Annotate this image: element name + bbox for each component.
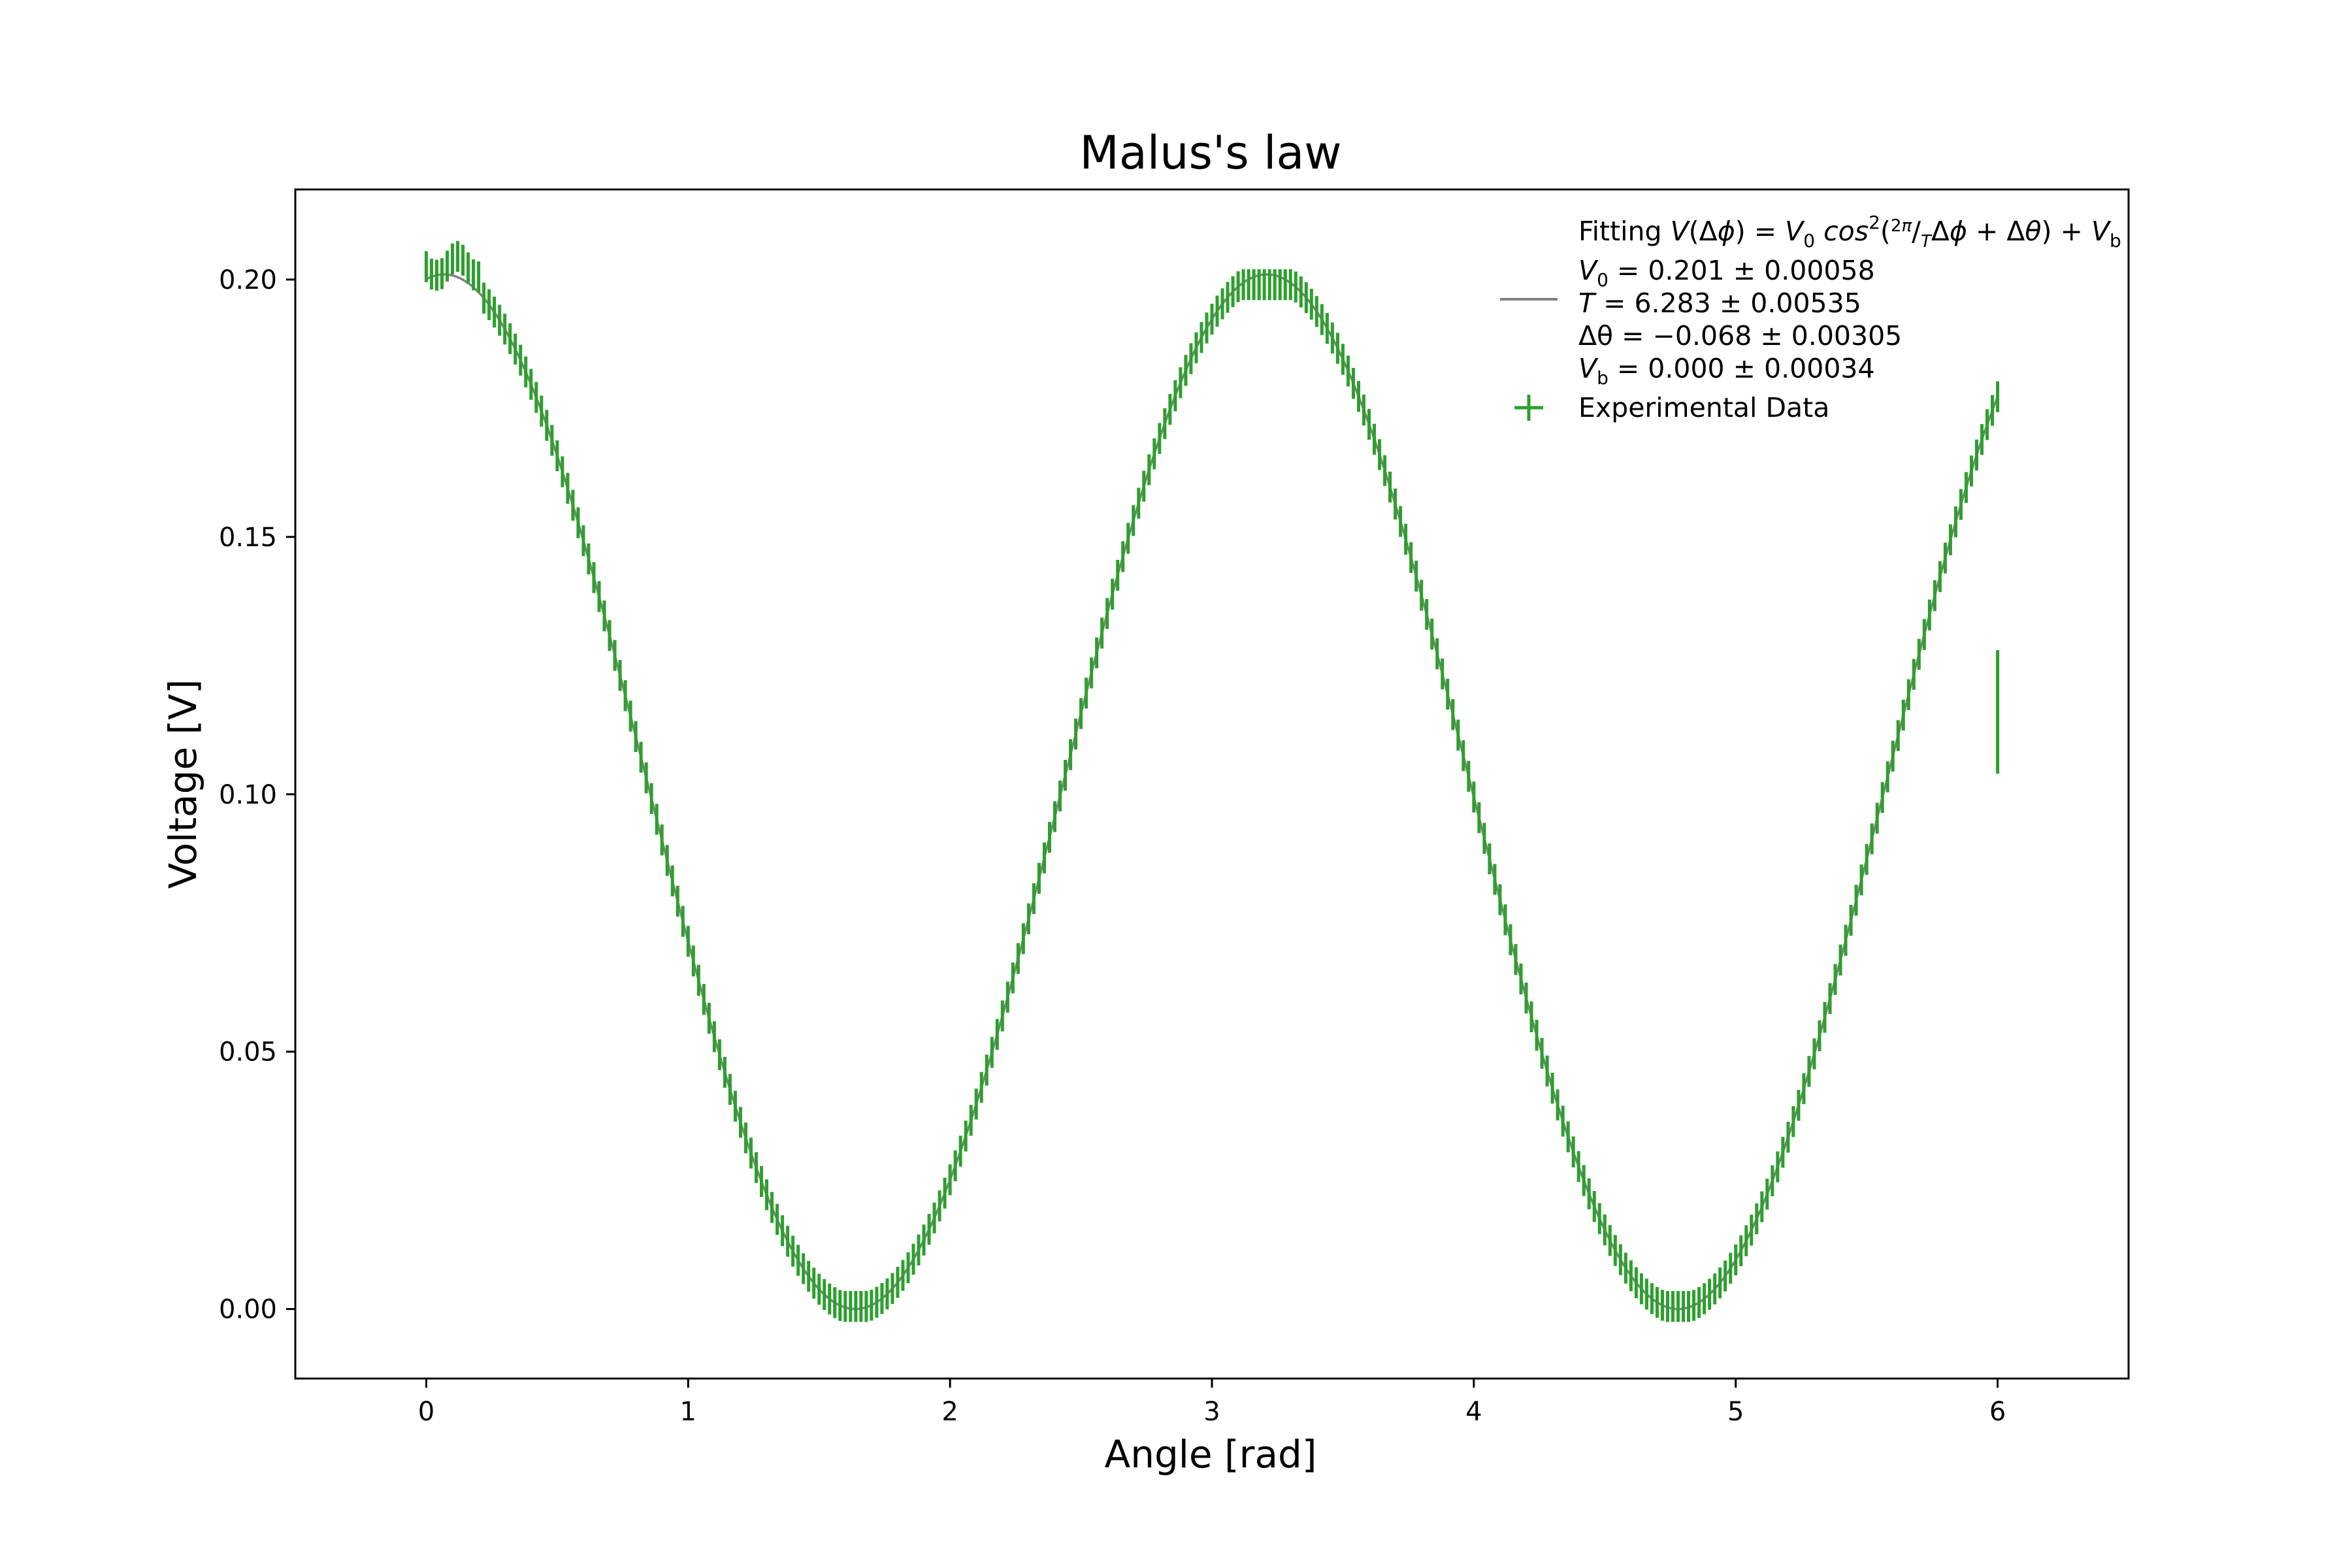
x-axis-label: Angle [rad] bbox=[1105, 1432, 1317, 1477]
x-tick-label: 3 bbox=[1203, 1397, 1220, 1427]
data-series-layer bbox=[424, 240, 2000, 1322]
x-tick-label: 2 bbox=[941, 1397, 958, 1427]
x-tick-label: 0 bbox=[418, 1397, 434, 1427]
y-tick-label: 0.10 bbox=[219, 780, 277, 810]
x-tick-label: 5 bbox=[1727, 1397, 1744, 1427]
y-axis-label: Voltage [V] bbox=[161, 679, 205, 889]
legend-fit-vb: Vb = 0.000 ± 0.00034 bbox=[1578, 353, 1875, 389]
y-tick-label: 0.20 bbox=[219, 265, 277, 295]
y-tick-label: 0.15 bbox=[219, 523, 277, 553]
legend-fit-dtheta: Δθ = −0.068 ± 0.00305 bbox=[1578, 320, 1902, 351]
legend-fit-v0: V0 = 0.201 ± 0.00058 bbox=[1578, 255, 1875, 291]
legend-fit-t: T = 6.283 ± 0.00535 bbox=[1578, 287, 1861, 319]
x-axis: 0 1 2 3 4 5 6 bbox=[418, 1379, 2006, 1427]
legend: Fitting V(Δϕ) = V0 cos2(2π/TΔϕ + Δθ) + V… bbox=[1500, 212, 2121, 423]
legend-data-marker bbox=[1514, 395, 1543, 421]
chart-title: Malus's law bbox=[1079, 126, 1341, 180]
y-tick-label: 0.00 bbox=[219, 1295, 277, 1325]
x-tick-label: 6 bbox=[1989, 1397, 2006, 1427]
x-tick-label: 1 bbox=[680, 1397, 696, 1427]
legend-data-label: Experimental Data bbox=[1578, 392, 1829, 423]
legend-fit-formula: Fitting V(Δϕ) = V0 cos2(2π/TΔϕ + Δθ) + V… bbox=[1578, 212, 2121, 252]
y-tick-label: 0.05 bbox=[219, 1037, 277, 1068]
x-tick-label: 4 bbox=[1465, 1397, 1482, 1427]
y-axis: 0.00 0.05 0.10 0.15 0.20 bbox=[219, 265, 295, 1325]
